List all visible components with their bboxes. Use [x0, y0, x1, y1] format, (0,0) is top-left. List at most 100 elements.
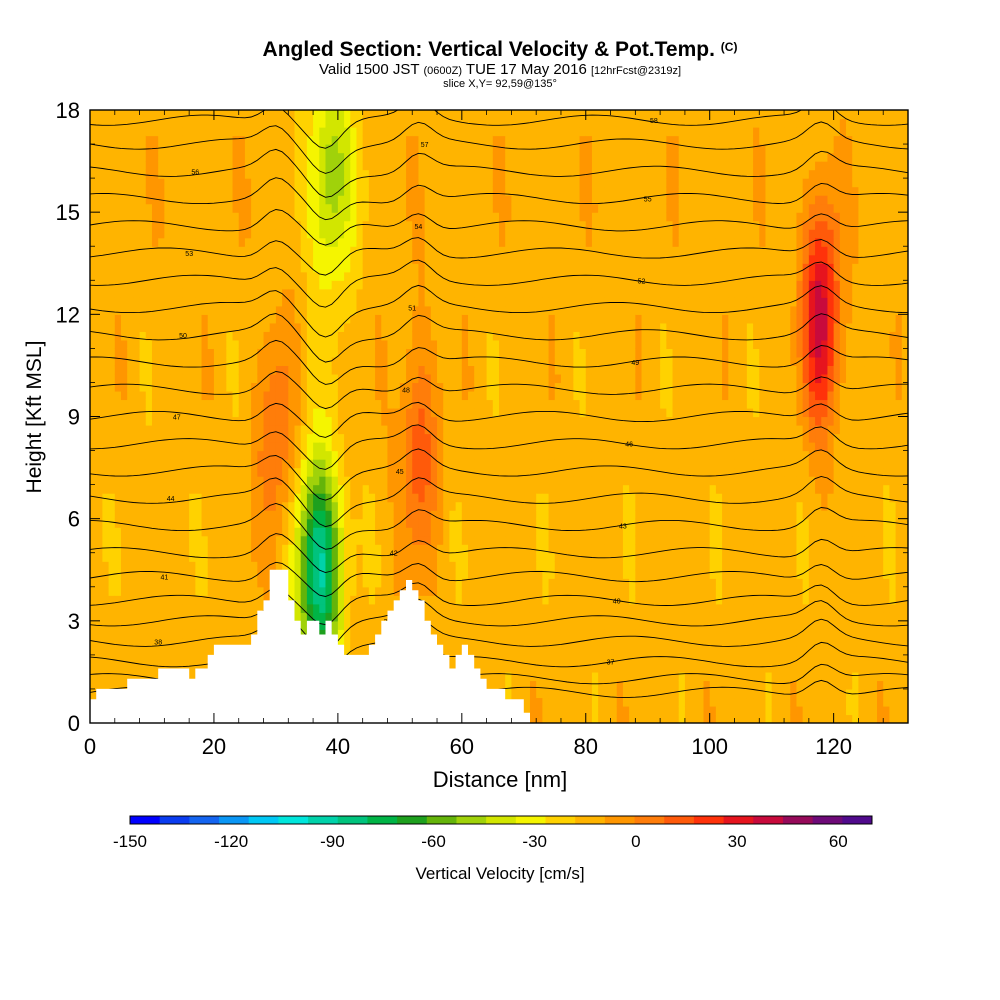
field-cell [461, 212, 469, 222]
field-cell [108, 527, 116, 537]
field-cell [368, 476, 376, 486]
field-cell [120, 654, 128, 664]
field-cell [375, 305, 382, 315]
field-cell [269, 305, 277, 315]
field-cell [437, 237, 444, 247]
field-cell [176, 203, 184, 213]
field-cell [189, 246, 196, 256]
field-cell [480, 195, 488, 205]
field-cell [269, 339, 277, 349]
field-cell [313, 118, 320, 128]
field-cell [350, 203, 358, 213]
field-cell [251, 612, 258, 622]
field-cell [344, 280, 351, 290]
field-cell [108, 484, 116, 494]
field-cell [251, 493, 258, 503]
field-cell [232, 229, 240, 239]
field-cell [182, 144, 190, 154]
field-cell [474, 629, 482, 639]
field-cell [300, 382, 308, 392]
field-cell [492, 365, 500, 375]
field-cell [350, 356, 358, 367]
field-cell [505, 535, 512, 545]
field-cell [499, 467, 506, 477]
field-cell [145, 603, 153, 613]
field-cell [96, 203, 103, 213]
field-cell [207, 110, 215, 120]
field-cell [468, 459, 475, 469]
field-cell [381, 442, 389, 452]
field-cell [319, 305, 327, 315]
field-cell [182, 280, 190, 290]
field-cell [90, 237, 97, 247]
field-cell [486, 569, 494, 579]
field-cell [406, 399, 413, 409]
field-cell [362, 527, 370, 537]
field-cell [114, 629, 122, 639]
field-cell [474, 518, 482, 528]
field-cell [114, 263, 122, 273]
field-cell [176, 442, 184, 452]
field-cell [430, 229, 438, 239]
field-cell [120, 195, 128, 205]
field-cell [145, 501, 153, 511]
field-cell [232, 467, 240, 477]
field-cell [96, 450, 103, 460]
field-cell [108, 161, 116, 171]
field-cell [114, 356, 122, 367]
field-cell [313, 476, 320, 486]
field-cell [145, 263, 153, 273]
field-cell [306, 518, 314, 528]
field-cell [350, 246, 358, 256]
field-cell [468, 586, 475, 596]
field-cell [399, 305, 407, 315]
field-cell [257, 135, 265, 145]
field-cell [263, 561, 271, 571]
field-cell [139, 476, 147, 486]
field-cell [381, 288, 389, 298]
field-cell [151, 620, 159, 630]
field-cell [207, 518, 215, 528]
field-cell [114, 561, 122, 571]
field-cell [182, 169, 190, 179]
field-cell [418, 442, 426, 452]
field-cell [430, 220, 438, 230]
field-cell [127, 501, 134, 511]
field-cell [275, 356, 283, 367]
field-cell [96, 314, 103, 324]
field-cell [331, 322, 339, 332]
field-cell [337, 612, 345, 622]
chart-subtitle: Valid 1500 JST (0600Z) TUE 17 May 2016 [… [0, 61, 1000, 78]
field-cell [412, 399, 420, 409]
field-cell [480, 654, 488, 664]
field-cell [108, 612, 116, 622]
field-cell [399, 390, 407, 401]
field-cell [480, 450, 488, 460]
field-cell [176, 246, 184, 256]
field-cell [201, 229, 209, 239]
field-cell [120, 229, 128, 239]
field-cell [133, 629, 141, 639]
field-cell [331, 552, 339, 562]
field-cell [238, 271, 246, 281]
field-cell [455, 152, 463, 162]
field-cell [437, 629, 444, 639]
field-cell [306, 493, 314, 503]
field-cell [313, 356, 320, 367]
field-cell [133, 518, 141, 528]
field-cell [108, 501, 116, 511]
field-cell [480, 399, 488, 409]
field-cell [170, 663, 178, 673]
field-cell [108, 237, 116, 247]
field-cell [114, 314, 122, 324]
field-cell [195, 416, 203, 426]
field-cell [207, 459, 215, 469]
field-cell [251, 229, 258, 239]
field-cell [251, 561, 258, 571]
field-cell [207, 637, 215, 647]
field-cell [158, 433, 165, 443]
field-cell [474, 603, 482, 613]
field-cell [232, 288, 240, 298]
field-cell [368, 399, 376, 409]
field-cell [474, 442, 482, 452]
